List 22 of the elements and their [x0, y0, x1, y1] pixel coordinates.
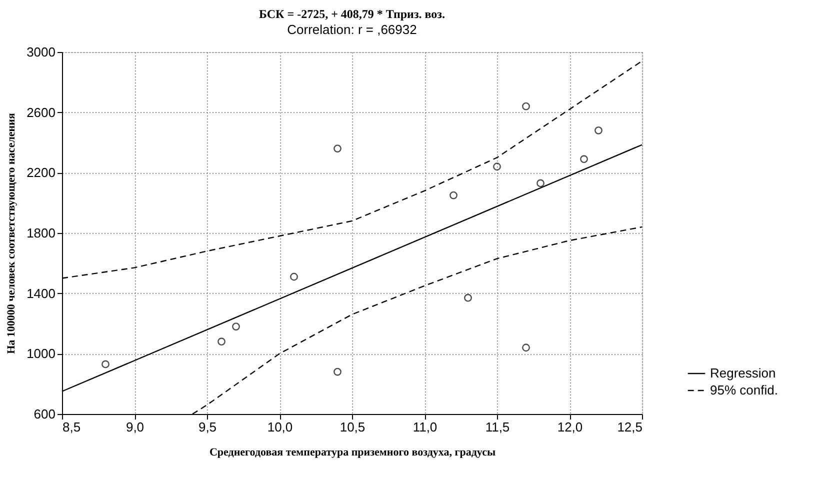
y-tick-label: 1000	[26, 346, 56, 362]
x-tick-label: 10,5	[340, 420, 366, 434]
chart-title: БСК = -2725, + 408,79 * Тприз. воз.	[259, 7, 445, 21]
y-tick-label: 2600	[26, 104, 56, 120]
y-tick-label: 1400	[26, 286, 56, 301]
y-tick-label: 3000	[26, 44, 56, 60]
legend-label: 95% confid.	[710, 382, 778, 398]
chart-subtitle: Correlation: r = ,66932	[287, 22, 417, 37]
x-tick-label: 9,5	[198, 420, 217, 434]
legend-label: Regression	[710, 366, 776, 380]
x-tick-label: 9,0	[126, 420, 144, 434]
x-axis-title: Среднегодовая температура приземного воздуха, градусы	[209, 446, 496, 458]
x-tick-label: 11,0	[412, 420, 438, 434]
y-tick-label: 2200	[26, 165, 56, 180]
x-tick-label: 8,5	[62, 420, 81, 434]
y-axis-title: На 100000 человек соответствующего населения	[6, 113, 18, 354]
x-tick-label: 12,0	[557, 420, 583, 434]
x-tick-label: 12,5	[617, 420, 642, 434]
x-tick-label: 11,5	[485, 420, 510, 434]
y-tick-label: 600	[34, 406, 56, 422]
x-tick-label: 10,0	[267, 420, 293, 434]
y-tick-label: 1800	[26, 226, 56, 240]
